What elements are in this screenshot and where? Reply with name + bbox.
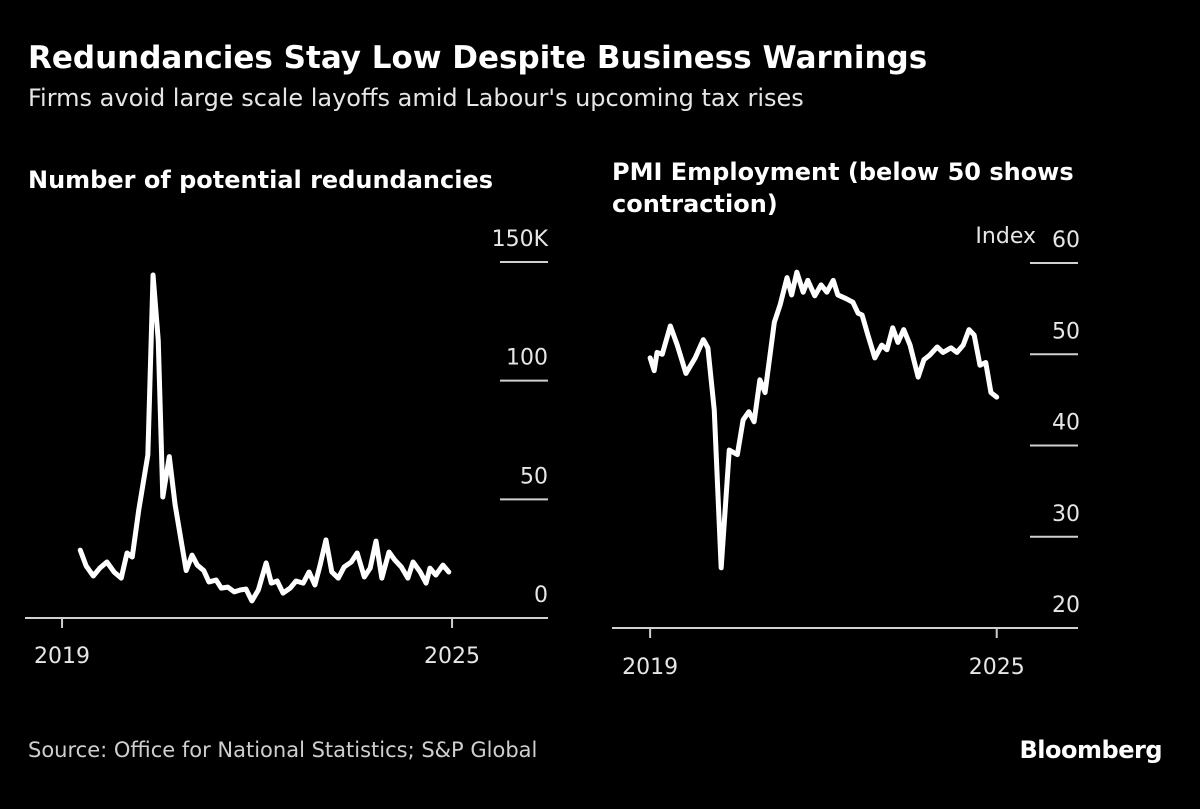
y-tick-label: 100 xyxy=(506,346,548,371)
x-tick-label: 2025 xyxy=(969,655,1025,680)
chart-title: PMI Employment (below 50 shows contracti… xyxy=(612,158,1074,218)
y-tick-label: 40 xyxy=(1052,411,1080,436)
x-tick-label: 2019 xyxy=(622,655,678,680)
y-tick-label: 20 xyxy=(1052,593,1080,618)
source: Source: Office for National Statistics; … xyxy=(28,738,538,762)
y-tick-label: 150K xyxy=(492,227,549,252)
x-tick-label: 2025 xyxy=(424,644,480,669)
subtitle: Firms avoid large scale layoffs amid Lab… xyxy=(28,84,804,112)
x-tick-label: 2019 xyxy=(34,644,90,669)
y-tick-label: 30 xyxy=(1052,502,1080,527)
y-tick-label: 60 xyxy=(1052,228,1080,253)
y-tick-label: 0 xyxy=(534,583,548,608)
data-line xyxy=(647,269,1000,571)
y-tick-label: 50 xyxy=(520,464,548,489)
chart-title: Number of potential redundancies xyxy=(28,166,494,194)
y-tick-label: 50 xyxy=(1052,319,1080,344)
logo: Bloomberg xyxy=(1019,736,1163,764)
data-line xyxy=(77,272,452,604)
y-axis-label: Index xyxy=(975,224,1036,249)
title: Redundancies Stay Low Despite Business W… xyxy=(28,40,928,76)
